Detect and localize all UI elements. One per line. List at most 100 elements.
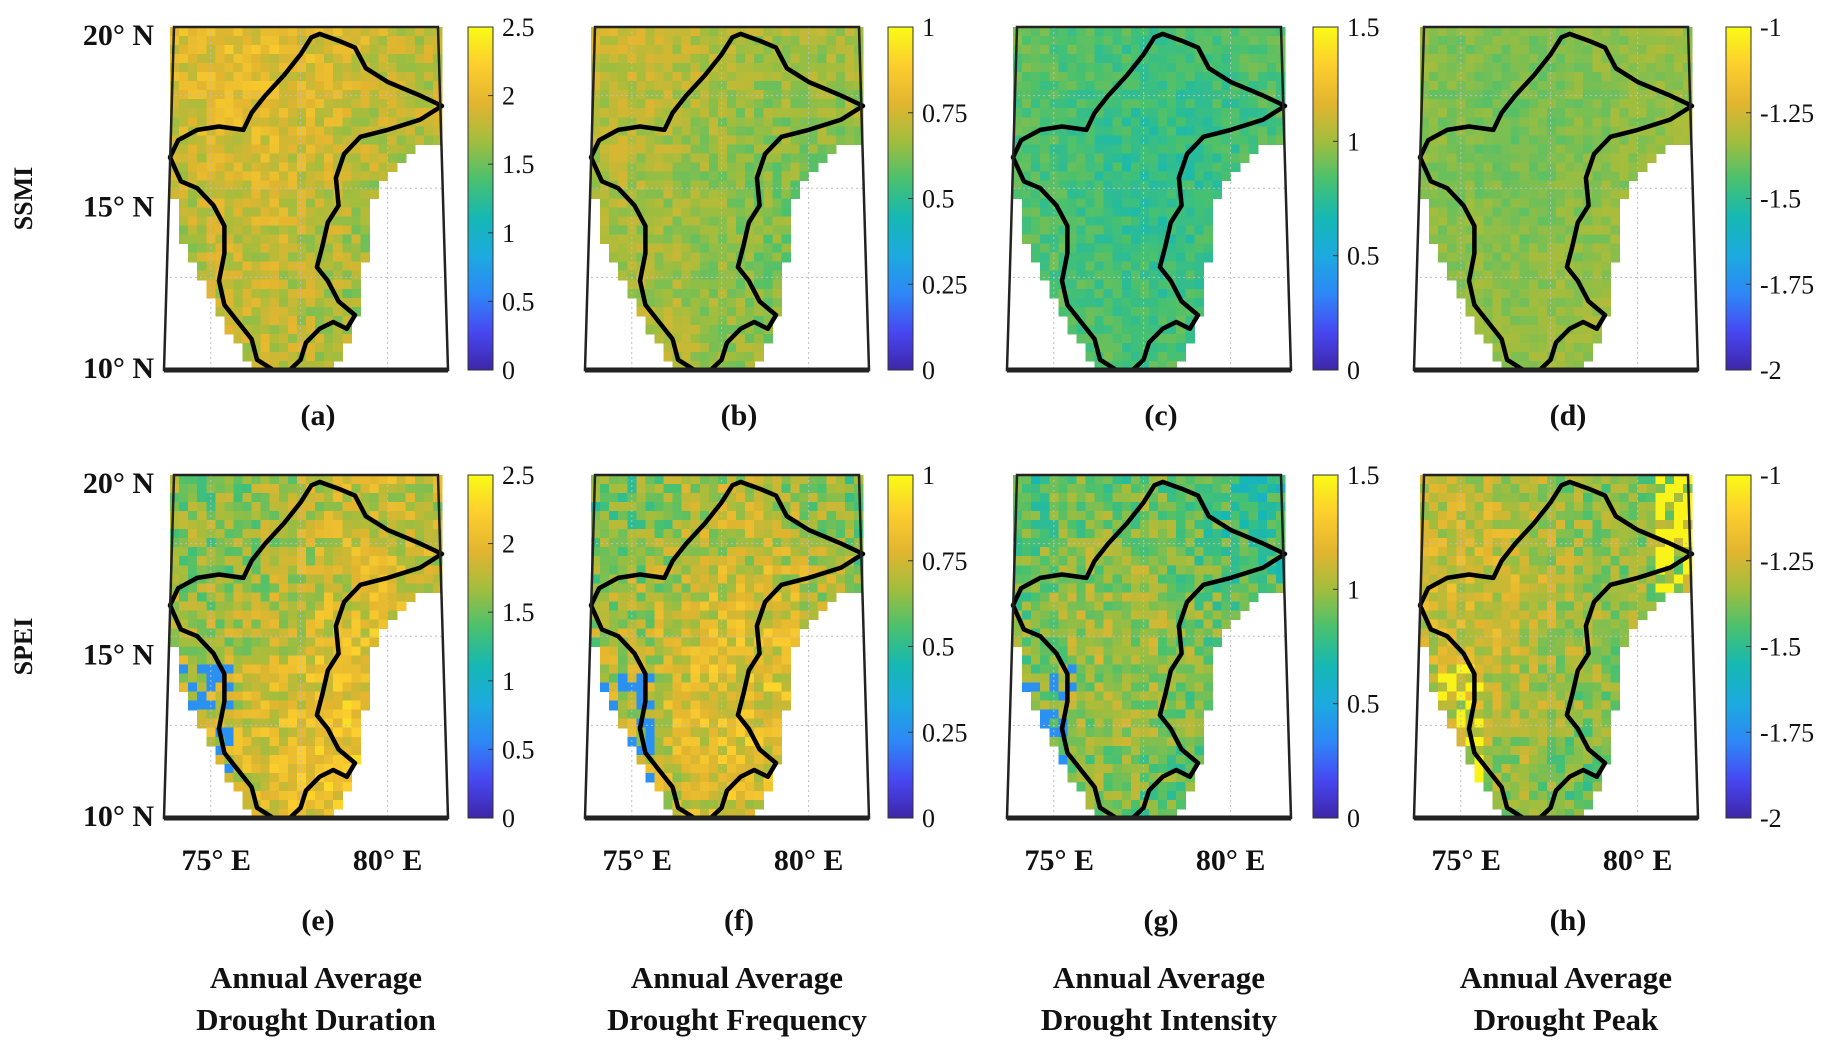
heatmap-cell — [708, 646, 719, 657]
heatmap-cell — [1149, 81, 1159, 91]
heatmap-cell — [663, 54, 674, 64]
heatmap-cell — [360, 90, 371, 100]
colorbar-tick-label: 1 — [502, 219, 515, 248]
heatmap-cell — [844, 99, 855, 109]
heatmap-cell — [387, 144, 398, 154]
heatmap-cell — [591, 72, 601, 82]
y-tick-label: 20° N — [83, 19, 154, 52]
heatmap-cell — [306, 772, 316, 783]
heatmap-cell — [1429, 207, 1439, 218]
heatmap-cell — [1474, 189, 1485, 200]
heatmap-cell — [278, 225, 289, 236]
heatmap-cell — [278, 709, 289, 720]
heatmap-cell — [1610, 108, 1621, 118]
heatmap-cell — [1546, 171, 1557, 182]
heatmap-cell — [1076, 90, 1087, 100]
heatmap-cell — [1094, 270, 1105, 281]
heatmap-cell — [1139, 108, 1150, 118]
heatmap-cell — [423, 126, 434, 136]
heatmap-cell — [1601, 27, 1611, 37]
heatmap-cell — [1121, 216, 1132, 227]
heatmap-cell — [1194, 126, 1204, 136]
heatmap-cell — [260, 790, 271, 801]
heatmap-cell — [1474, 279, 1485, 290]
heatmap-cell — [717, 180, 728, 191]
heatmap-cell — [251, 270, 262, 281]
heatmap-cell — [1094, 27, 1105, 37]
heatmap-cell — [1031, 81, 1041, 91]
heatmap-cell — [251, 144, 262, 154]
heatmap-cell — [781, 565, 792, 575]
heatmap-cell — [600, 655, 610, 666]
heatmap-cell — [387, 90, 398, 100]
heatmap-cell — [315, 279, 325, 290]
heatmap-cell — [287, 619, 298, 630]
heatmap-cell — [618, 529, 628, 539]
heatmap-cell — [188, 36, 198, 46]
heatmap-cell — [1130, 333, 1141, 344]
heatmap-cell — [179, 72, 189, 82]
heatmap-cell — [260, 279, 271, 290]
heatmap-cell — [1076, 324, 1087, 335]
heatmap-cell — [333, 81, 343, 91]
heatmap-cell — [215, 565, 225, 575]
heatmap-cell — [817, 547, 828, 557]
heatmap-cell — [754, 270, 764, 281]
heatmap-cell — [387, 475, 398, 485]
heatmap-cell — [754, 279, 764, 290]
heatmap-cell — [808, 108, 819, 118]
heatmap-cell — [405, 126, 416, 136]
heatmap-cell — [1103, 108, 1114, 118]
heatmap-cell — [1673, 99, 1684, 109]
heatmap-cell — [763, 27, 773, 37]
heatmap-cell — [1103, 162, 1114, 173]
heatmap-cell — [672, 27, 683, 37]
heatmap-cell — [672, 297, 683, 308]
heatmap-cell — [754, 126, 764, 136]
heatmap-cell — [708, 637, 719, 648]
heatmap-cell — [414, 81, 425, 91]
heatmap-cell — [654, 288, 665, 299]
heatmap-cell — [287, 664, 298, 675]
heatmap-cell — [1103, 27, 1114, 37]
heatmap-cell — [351, 736, 361, 747]
heatmap-cell — [197, 234, 207, 245]
heatmap-cell — [224, 63, 235, 73]
heatmap-cell — [251, 180, 262, 191]
heatmap-cell — [206, 99, 216, 109]
heatmap-cell — [1194, 261, 1204, 272]
heatmap-cell — [188, 673, 198, 684]
heatmap-cell — [1076, 180, 1087, 191]
heatmap-cell — [278, 207, 289, 218]
heatmap-cell — [1040, 99, 1050, 109]
heatmap-cell — [306, 529, 316, 539]
heatmap-cell — [251, 565, 262, 575]
heatmap-cell — [727, 538, 737, 548]
heatmap-cell — [242, 189, 253, 200]
heatmap-cell — [1492, 99, 1503, 109]
heatmap-cell — [727, 655, 737, 666]
heatmap-cell — [260, 63, 271, 73]
heatmap-cell — [681, 270, 692, 281]
heatmap-cell — [736, 306, 746, 317]
heatmap-cell — [1610, 252, 1621, 263]
heatmap-cell — [315, 637, 325, 648]
heatmap-cell — [763, 574, 773, 584]
heatmap-cell — [215, 682, 225, 693]
heatmap-cell — [645, 54, 656, 64]
heatmap-cell — [1465, 153, 1475, 163]
heatmap-cell — [1085, 27, 1096, 37]
heatmap-cell — [1574, 135, 1584, 145]
heatmap-cell — [206, 45, 216, 55]
heatmap-cell — [817, 484, 828, 494]
heatmap-cell — [342, 556, 352, 566]
heatmap-cell — [681, 297, 692, 308]
heatmap-cell — [681, 216, 692, 227]
heatmap-cell — [351, 162, 361, 173]
heatmap-cell — [663, 342, 674, 353]
heatmap-cell — [618, 99, 628, 109]
heatmap-cell — [772, 99, 782, 109]
heatmap-cell — [600, 511, 610, 521]
heatmap-cell — [1112, 342, 1123, 353]
